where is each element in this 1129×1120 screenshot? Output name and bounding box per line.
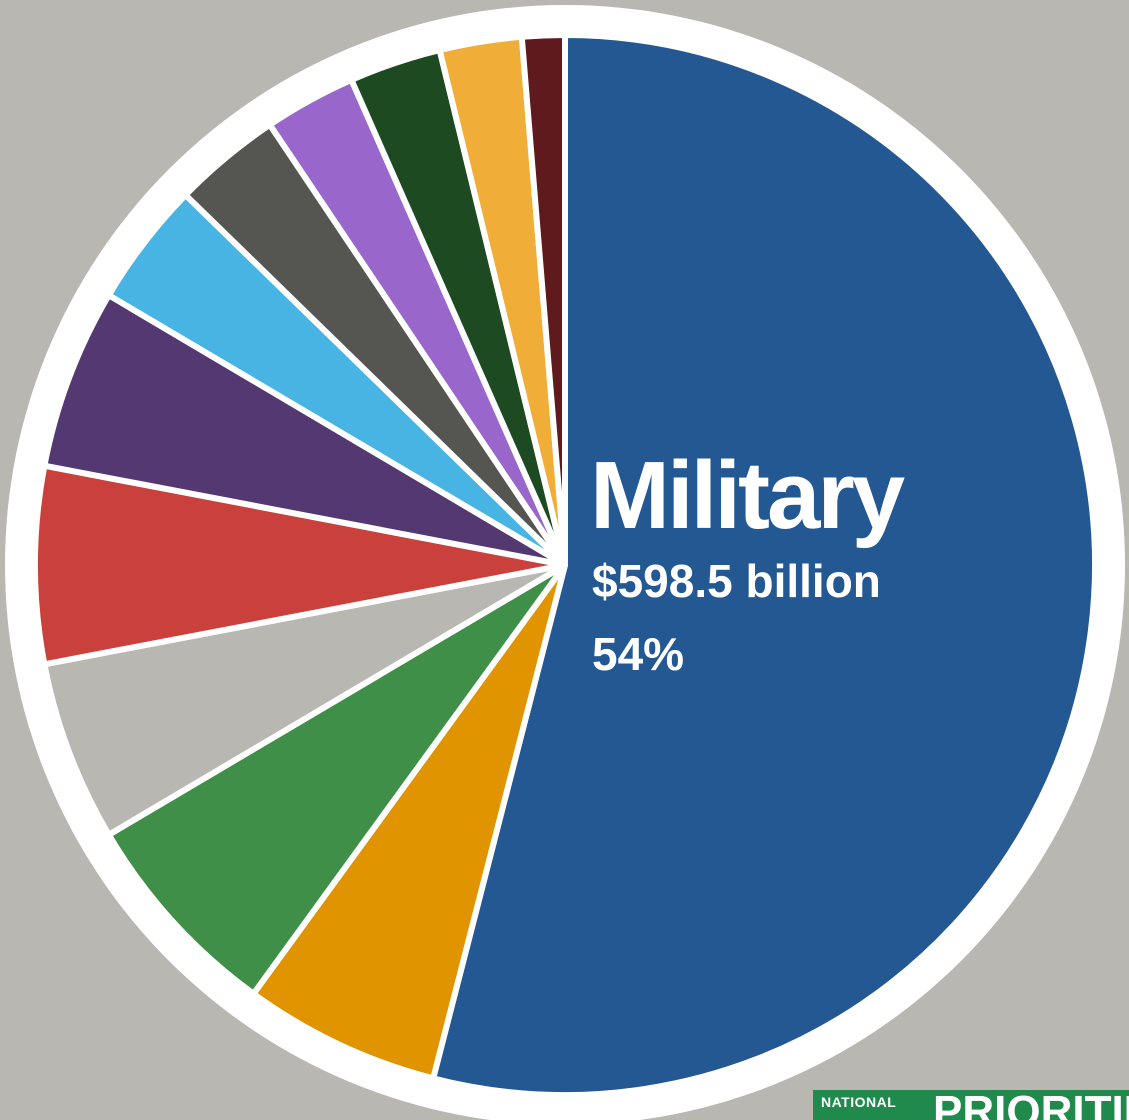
national-priorities-logo: NATIONAL PRIORITIES [813, 1090, 1129, 1120]
pie-slice-6 [41, 292, 568, 568]
logo-big-text: PRIORITIES [933, 1090, 1129, 1120]
pie-slice-5 [32, 462, 568, 668]
pie-slice-2 [250, 562, 568, 1082]
pie-slice-3 [105, 562, 568, 997]
military-amount-label: $598.5 billion [592, 555, 881, 607]
pie-slice-1 [430, 32, 1098, 1098]
logo-small-text: NATIONAL [821, 1094, 897, 1110]
military-label: Military [590, 442, 905, 549]
military-slice-label: Military $598.5 billion 54% [590, 442, 908, 680]
pie-slice-4 [41, 562, 568, 838]
pie-slice-12 [518, 32, 568, 568]
military-percent-label: 54% [592, 628, 684, 680]
pie-slices [32, 32, 1098, 1098]
